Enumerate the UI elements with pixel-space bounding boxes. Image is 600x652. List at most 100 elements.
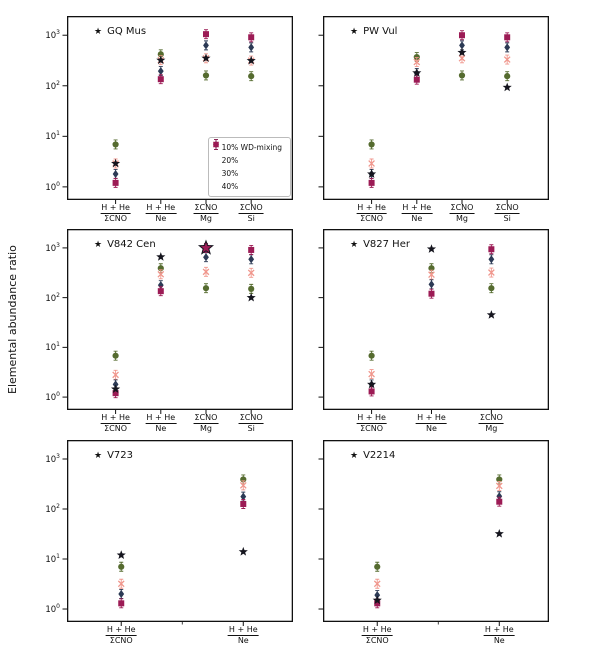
marker-10-wd-mixing — [413, 53, 420, 61]
category-denominator: ΣCNO — [361, 635, 393, 646]
y-tick-label: 101 — [45, 341, 60, 354]
category-denominator: ΣCNO — [105, 635, 137, 646]
marker-40 — [488, 246, 495, 253]
category-denominator: Ne — [401, 213, 433, 224]
subplot-v842-cen: ★ V842 Cen — [62, 228, 293, 414]
marker-30 — [118, 589, 125, 599]
marker-observed — [116, 550, 126, 559]
category-numerator: ΣCNO — [239, 413, 263, 422]
marker-30 — [203, 253, 209, 262]
category-numerator: ΣCNO — [495, 203, 519, 212]
category-numerator: H + He — [362, 625, 392, 634]
marker-30 — [112, 169, 119, 179]
x-category-label: H + He Ne — [145, 413, 177, 435]
subplot-gq-mus: ★ GQ Mus 10% WD-mixing 20% 30% 40% — [62, 15, 293, 204]
axes-frame — [66, 228, 293, 410]
x-category-label: H + He Ne — [227, 625, 259, 647]
category-numerator: H + He — [106, 625, 136, 634]
legend-item: 10% WD-mixing — [212, 139, 282, 154]
category-numerator: H + He — [484, 625, 514, 634]
star-icon: ★ — [94, 451, 103, 461]
axes-frame — [322, 439, 549, 622]
marker-40 — [112, 179, 119, 186]
star-icon: ★ — [94, 240, 103, 250]
marker-40 — [157, 288, 164, 295]
x-category-label: ΣCNO Si — [238, 203, 264, 225]
marker-40 — [374, 600, 381, 607]
marker-10-wd-mixing — [248, 73, 255, 80]
marker-10-wd-mixing — [368, 141, 375, 148]
marker-observed — [457, 47, 467, 57]
marker-40 — [368, 179, 375, 186]
subplot-title-text: V842 Cen — [107, 239, 156, 250]
subplot-title-text: PW Vul — [363, 26, 398, 37]
marker-40 — [504, 34, 511, 41]
marker-20 — [373, 580, 381, 588]
x-category-label: ΣCNO Si — [494, 203, 520, 225]
y-axis-label: Elemental abundance ratio — [6, 245, 19, 395]
marker-observed — [246, 55, 256, 65]
x-category-label: ΣCNO Mg — [449, 203, 475, 225]
category-numerator: H + He — [101, 203, 130, 212]
legend-label: 40% — [221, 182, 239, 191]
x-category-label: ΣCNO Mg — [478, 413, 504, 435]
category-denominator: Mg — [193, 213, 219, 224]
marker-40 — [496, 498, 503, 505]
legend-marker-icon — [212, 139, 219, 150]
category-numerator: H + He — [357, 203, 386, 212]
x-category-label: H + He ΣCNO — [105, 625, 137, 647]
category-denominator: ΣCNO — [356, 423, 387, 434]
category-numerator: ΣCNO — [450, 203, 474, 212]
subplot-title: ★ GQ Mus — [94, 26, 146, 37]
marker-40 — [157, 76, 164, 83]
axes-frame — [66, 439, 293, 622]
marker-observed — [156, 55, 166, 65]
marker-10-wd-mixing — [458, 72, 466, 79]
subplot-title-text: V2214 — [363, 450, 396, 461]
marker-40 — [112, 390, 119, 397]
marker-20 — [239, 482, 247, 489]
axes-frame — [322, 228, 549, 410]
category-numerator: ΣCNO — [194, 413, 218, 422]
star-icon: ★ — [350, 27, 359, 37]
category-denominator: Mg — [193, 423, 219, 434]
category-denominator: Ne — [145, 213, 177, 224]
category-denominator: ΣCNO — [100, 423, 131, 434]
marker-observed — [367, 379, 377, 389]
marker-20 — [428, 271, 435, 279]
marker-30 — [157, 281, 164, 290]
marker-observed — [201, 53, 211, 63]
legend-marker-40 — [212, 141, 219, 148]
marker-10-wd-mixing — [374, 563, 381, 570]
x-category-label: ΣCNO Mg — [193, 203, 219, 225]
marker-20 — [157, 270, 165, 278]
highlight-star-marker — [197, 239, 215, 255]
x-category-label: ΣCNO Mg — [193, 413, 219, 435]
legend: 10% WD-mixing 20% 30% 40% — [207, 137, 291, 197]
y-tick-label: 102 — [45, 291, 60, 304]
category-denominator: Si — [238, 423, 264, 434]
marker-observed — [111, 158, 121, 168]
marker-20 — [247, 269, 255, 277]
x-category-label: H + He Ne — [145, 203, 177, 225]
marker-40 — [248, 34, 255, 41]
marker-30 — [248, 255, 255, 264]
category-numerator: ΣCNO — [479, 413, 503, 422]
marker-observed — [367, 169, 377, 178]
axes-frame — [66, 15, 293, 200]
subplot-v2214: ★ V2214 — [318, 439, 549, 626]
marker-10-wd-mixing — [202, 285, 210, 292]
marker-observed — [486, 310, 496, 319]
subplot-v723: ★ V723 — [62, 439, 293, 626]
marker-30 — [240, 492, 247, 501]
star-icon: ★ — [350, 451, 359, 461]
category-numerator: H + He — [357, 413, 386, 422]
subplot-v827-her: ★ V827 Her — [318, 228, 549, 414]
marker-10-wd-mixing — [112, 352, 119, 359]
y-tick-label: 101 — [45, 553, 60, 565]
marker-10-wd-mixing — [504, 73, 511, 80]
marker-10-wd-mixing — [488, 285, 495, 292]
marker-30 — [374, 590, 381, 600]
axes-frame — [322, 15, 549, 200]
marker-observed — [412, 68, 422, 77]
